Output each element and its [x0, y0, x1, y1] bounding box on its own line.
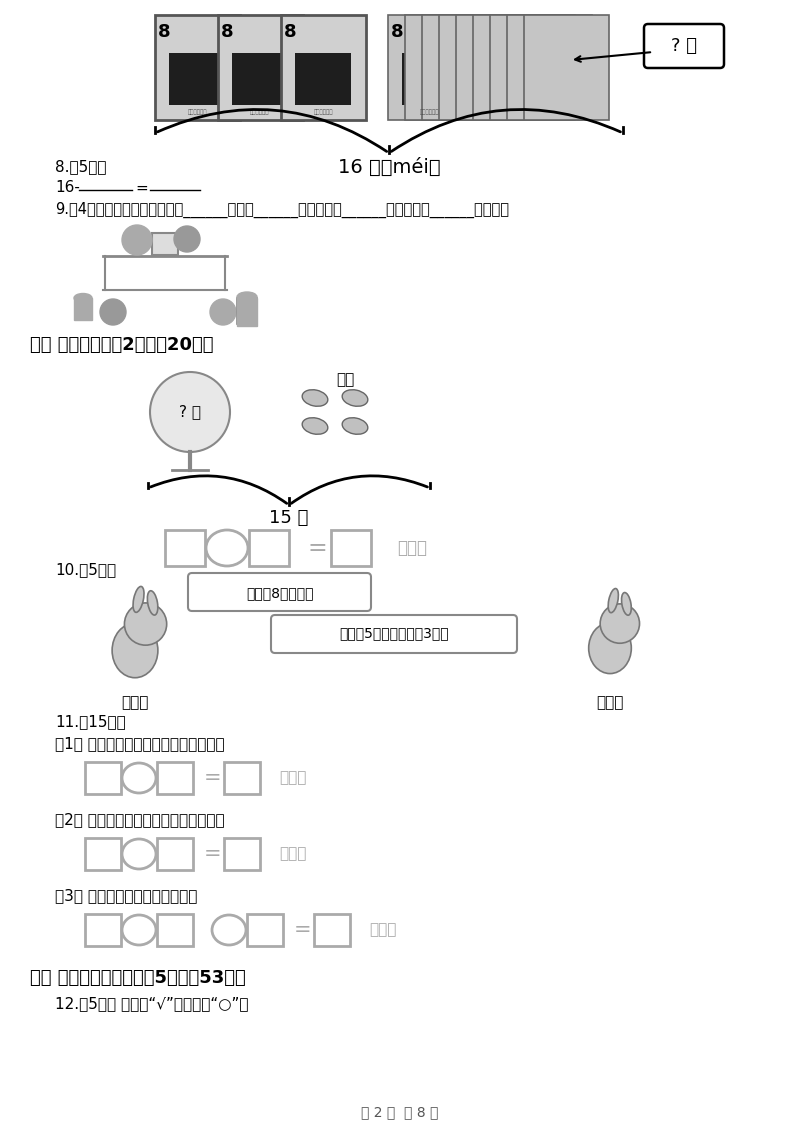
Bar: [490, 15, 575, 120]
Ellipse shape: [302, 418, 328, 435]
FancyBboxPatch shape: [644, 24, 724, 68]
Ellipse shape: [206, 530, 248, 566]
Bar: [152, 233, 178, 255]
Bar: [224, 838, 260, 871]
Text: 15 只: 15 只: [270, 509, 309, 528]
Bar: [74, 298, 92, 320]
Ellipse shape: [133, 586, 144, 612]
Text: 三、 画一画，圈一圈（共5题；內53分）: 三、 画一画，圈一圈（共5题；內53分）: [30, 969, 246, 987]
Ellipse shape: [122, 915, 156, 945]
Text: 飞走: 飞走: [336, 372, 354, 387]
Bar: [155, 15, 240, 120]
Bar: [314, 914, 350, 946]
Bar: [169, 53, 225, 105]
Bar: [439, 15, 524, 120]
Text: 8: 8: [390, 23, 403, 41]
Text: ? 只: ? 只: [179, 404, 201, 420]
Bar: [402, 53, 458, 105]
Text: =: =: [135, 180, 148, 196]
Ellipse shape: [608, 589, 618, 612]
Text: 8: 8: [284, 23, 296, 41]
Text: 兔妈妈: 兔妈妈: [122, 695, 149, 711]
Text: 16-: 16-: [55, 180, 80, 196]
Text: 9.（4分）观察下图看看图中有______个球，______个长方体，______个正方体，______个圆柱体: 9.（4分）观察下图看看图中有______个球，______个长方体，_____…: [55, 201, 509, 218]
Text: （3） 它们三个共吃了几根萝卜？: （3） 它们三个共吃了几根萝卜？: [55, 889, 198, 903]
Text: =: =: [204, 767, 222, 788]
Ellipse shape: [622, 592, 631, 615]
Bar: [85, 762, 121, 794]
Text: 中国人民邮政: 中国人民邮政: [187, 109, 206, 114]
Text: 10.（5分）: 10.（5分）: [55, 563, 116, 577]
Bar: [237, 298, 257, 324]
Ellipse shape: [112, 623, 158, 678]
Text: （根）: （根）: [369, 923, 396, 937]
Text: （只）: （只）: [397, 539, 427, 557]
Text: （根）: （根）: [279, 847, 306, 861]
Text: 8: 8: [221, 23, 234, 41]
Bar: [247, 914, 283, 946]
Text: 11.（15分）: 11.（15分）: [55, 714, 126, 729]
Bar: [249, 530, 289, 566]
Bar: [224, 762, 260, 794]
Bar: [232, 53, 288, 105]
Text: =: =: [307, 535, 327, 560]
Bar: [422, 15, 507, 120]
Bar: [473, 15, 558, 120]
Ellipse shape: [147, 591, 158, 615]
Circle shape: [122, 225, 152, 255]
Bar: [157, 914, 193, 946]
Bar: [218, 15, 303, 120]
FancyBboxPatch shape: [271, 615, 517, 653]
Bar: [295, 53, 351, 105]
Bar: [237, 298, 257, 326]
Text: 中国人民邮政: 中国人民邮政: [420, 109, 440, 114]
Ellipse shape: [212, 915, 246, 945]
Text: 8.（5分）: 8.（5分）: [55, 160, 106, 174]
Text: 兔姐姐: 兔姐姐: [596, 695, 624, 711]
Text: 中国人民邮政: 中国人民邮政: [250, 109, 270, 114]
Ellipse shape: [342, 389, 368, 406]
FancyBboxPatch shape: [188, 573, 371, 611]
Bar: [85, 914, 121, 946]
Text: （根）: （根）: [279, 771, 306, 786]
Text: 8: 8: [158, 23, 170, 41]
Ellipse shape: [342, 418, 368, 435]
Text: =: =: [294, 920, 312, 940]
Circle shape: [150, 372, 230, 452]
Ellipse shape: [589, 623, 631, 674]
Text: （1） 兔妈妈比兔姐姐多吃了几根萝卜？: （1） 兔妈妈比兔姐姐多吃了几根萝卜？: [55, 737, 225, 752]
Circle shape: [600, 603, 639, 643]
Bar: [524, 15, 609, 120]
Bar: [165, 530, 205, 566]
Circle shape: [125, 603, 166, 645]
Text: （2） 兔弟弟比兔姐姐少吃了几根萝卜？: （2） 兔弟弟比兔姐姐少吃了几根萝卜？: [55, 813, 225, 827]
Circle shape: [100, 299, 126, 325]
Bar: [331, 530, 371, 566]
Bar: [157, 838, 193, 871]
Ellipse shape: [122, 839, 156, 869]
Bar: [281, 15, 366, 120]
Text: 16 枚（méi）: 16 枚（méi）: [338, 157, 440, 177]
Ellipse shape: [74, 293, 92, 302]
Bar: [405, 15, 490, 120]
Text: 12.（5分） 高的画“√”，矮的画“○”。: 12.（5分） 高的画“√”，矮的画“○”。: [55, 996, 249, 1012]
Bar: [157, 762, 193, 794]
Circle shape: [210, 299, 236, 325]
Text: 第 2 页  八 8 页: 第 2 页 八 8 页: [362, 1105, 438, 1120]
Text: 二、 看图列式（共2题；內20分）: 二、 看图列式（共2题；內20分）: [30, 336, 214, 354]
Text: ? 枚: ? 枚: [671, 37, 697, 55]
Ellipse shape: [122, 763, 156, 794]
Text: 我吃了5根，弟弟吃了3根。: 我吃了5根，弟弟吃了3根。: [339, 626, 449, 640]
Text: 中国人民邮政: 中国人民邮政: [314, 109, 333, 114]
Bar: [456, 15, 541, 120]
Text: 我吃了8根萝卜。: 我吃了8根萝卜。: [246, 586, 314, 600]
Text: =: =: [204, 844, 222, 864]
Ellipse shape: [237, 292, 257, 302]
Circle shape: [174, 226, 200, 252]
Bar: [388, 15, 473, 120]
Ellipse shape: [302, 389, 328, 406]
Bar: [507, 15, 592, 120]
Bar: [85, 838, 121, 871]
